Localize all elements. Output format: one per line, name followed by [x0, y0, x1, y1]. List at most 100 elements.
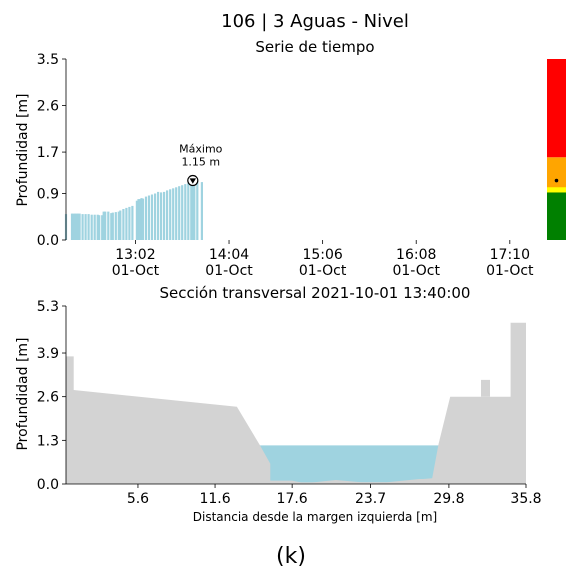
time-series-bar	[70, 213, 74, 240]
cross-section-y-tick-label: 2.6	[37, 390, 59, 406]
time-series-y-axis: 0.0 0.9 1.7 2.6 3.5	[37, 52, 67, 249]
time-series-bar	[144, 196, 148, 240]
time-series-bar	[135, 200, 138, 240]
time-series-bar	[141, 198, 145, 240]
time-series-x-tick-date: 01-Oct	[112, 263, 160, 279]
time-series-x-tick-time: 17:10	[490, 247, 530, 263]
time-series-bar	[110, 213, 113, 240]
cross-section-y-axis: 0.0 1.3 2.6 3.9 5.3	[37, 299, 67, 493]
maximum-label: Máximo	[179, 143, 223, 156]
status-level-segment	[547, 59, 566, 158]
time-series-bar	[75, 213, 78, 240]
cross-section-x-axis: 5.6 11.6 17.6 23.7 29.8 35.8	[66, 483, 542, 507]
time-series-x-tick-time: 14:04	[209, 247, 249, 263]
figure-caption: (k)	[276, 544, 306, 569]
time-series-y-tick-label: 1.7	[37, 145, 59, 161]
time-series-bar	[184, 184, 187, 240]
riverbed-strip	[252, 482, 442, 484]
time-series-x-tick-date: 01-Oct	[392, 263, 440, 279]
cross-section-x-tick-label: 11.6	[199, 491, 230, 507]
cross-section-y-tick-label: 5.3	[37, 299, 59, 315]
status-level-green	[547, 192, 566, 240]
time-series-bar	[172, 188, 175, 240]
time-series-bar	[96, 214, 99, 240]
time-series-bar	[98, 215, 101, 240]
time-series-title: Serie de tiempo	[255, 38, 374, 56]
maximum-marker-triangle-icon	[189, 178, 197, 184]
time-series-bar	[150, 194, 154, 240]
time-series-x-tick-time: 16:08	[396, 247, 436, 263]
maximum-annotation: Máximo 1.15 m	[179, 143, 223, 187]
cross-section-ylabel: Profundidad [m]	[15, 337, 31, 450]
time-series-bar	[193, 181, 196, 240]
time-series-chart: Serie de tiempo Profundidad [m] 0.0 0.9 1.…	[15, 38, 566, 279]
time-series-bar	[122, 209, 125, 240]
time-series-y-tick-label: 0.0	[37, 233, 59, 249]
time-series-y-tick-label: 2.6	[37, 99, 59, 115]
cross-section-chart: Sección transversal 2021-10-01 13:40:00 …	[15, 284, 542, 524]
time-series-bar	[166, 190, 169, 240]
time-series-bar	[87, 214, 90, 240]
time-series-bar	[169, 189, 172, 240]
status-level-bar	[547, 59, 566, 240]
time-series-bar	[181, 185, 184, 240]
time-series-bar	[160, 192, 163, 240]
time-series-bar	[200, 182, 203, 240]
time-series-x-tick-date: 01-Oct	[299, 263, 347, 279]
time-series-bar	[102, 211, 105, 240]
time-series-bar	[117, 211, 120, 240]
time-series-bar	[131, 205, 134, 240]
time-series-bar	[77, 213, 80, 240]
time-series-bar	[191, 180, 194, 240]
time-series-bar	[138, 199, 142, 240]
time-series-bar	[119, 210, 122, 240]
time-series-y-tick-label: 3.5	[37, 52, 59, 68]
cross-section-x-tick-label: 35.8	[510, 491, 541, 507]
time-series-bar	[196, 181, 199, 240]
time-series-x-tick-time: 15:06	[302, 247, 342, 263]
cross-section-plot	[66, 322, 526, 484]
cross-section-y-tick-label: 3.9	[37, 346, 59, 362]
time-series-bar	[140, 198, 143, 240]
time-series-bar	[107, 211, 110, 240]
time-series-bar	[74, 213, 77, 240]
time-series-bar	[72, 213, 75, 240]
ground-step	[481, 379, 490, 397]
cross-section-y-tick-label: 1.3	[37, 433, 59, 449]
time-series-y-tick-label: 0.9	[37, 186, 59, 202]
status-level-marker-icon	[554, 178, 559, 183]
status-level-yellow	[547, 187, 566, 193]
time-series-bar	[78, 213, 81, 240]
time-series-x-axis: 13:0201-Oct14:0401-Oct15:0601-Oct16:0801…	[112, 240, 534, 279]
time-series-x-tick-time: 13:02	[115, 247, 155, 263]
time-series-bar	[157, 191, 160, 240]
cross-section-xlabel: Distancia desde la margen izquierda [m]	[193, 510, 437, 524]
cross-section-x-tick-label: 17.6	[277, 491, 308, 507]
time-series-bar	[147, 195, 151, 240]
time-series-ylabel: Profundidad [m]	[15, 93, 31, 206]
time-series-bar	[125, 207, 128, 240]
cross-section-x-tick-label: 23.7	[355, 491, 386, 507]
figure-title: 106 | 3 Aguas - Nivel	[221, 11, 409, 32]
time-series-bar	[137, 199, 140, 240]
time-series-bar	[163, 191, 166, 240]
cross-section-x-tick-label: 5.6	[127, 491, 149, 507]
time-series-bar	[81, 214, 84, 240]
water-area	[252, 445, 442, 484]
time-series-bar	[111, 212, 114, 240]
maximum-value: 1.15 m	[181, 156, 220, 169]
time-series-x-tick-date: 01-Oct	[486, 263, 534, 279]
time-series-bar	[178, 186, 181, 240]
cross-section-title: Sección transversal 2021-10-01 13:40:00	[160, 284, 471, 302]
time-series-bar	[104, 211, 107, 240]
time-series-bar	[90, 214, 93, 240]
time-series-bar	[187, 183, 190, 240]
time-series-bar	[154, 193, 157, 240]
time-series-bar	[190, 182, 193, 240]
time-series-x-tick-date: 01-Oct	[205, 263, 253, 279]
time-series-bar	[128, 206, 131, 240]
cross-section-x-tick-label: 29.8	[433, 491, 464, 507]
time-series-bar	[84, 214, 87, 240]
